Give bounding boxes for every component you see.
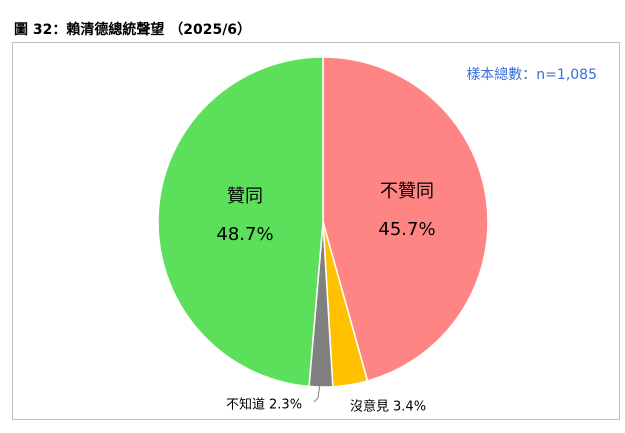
value-label: 45.7% — [378, 219, 435, 240]
slice-label: 不贊同 — [380, 181, 434, 202]
value-label: 3.4% — [393, 400, 426, 415]
chart-title: 圖 32：賴清德總統聲望 （2025/6） — [14, 21, 251, 38]
annotation: 樣本總數：n=1,085 — [466, 66, 597, 83]
slice-label: 沒意見 — [350, 399, 389, 415]
slice-label: 不知道 — [226, 397, 265, 413]
value-label: 2.3% — [269, 398, 302, 413]
leader-line — [313, 382, 321, 403]
value-label: 48.7% — [216, 224, 273, 245]
chart-frame — [12, 42, 620, 420]
pie-slice — [322, 56, 489, 382]
pie-slice — [157, 56, 324, 388]
slice-label: 贊同 — [227, 186, 263, 207]
